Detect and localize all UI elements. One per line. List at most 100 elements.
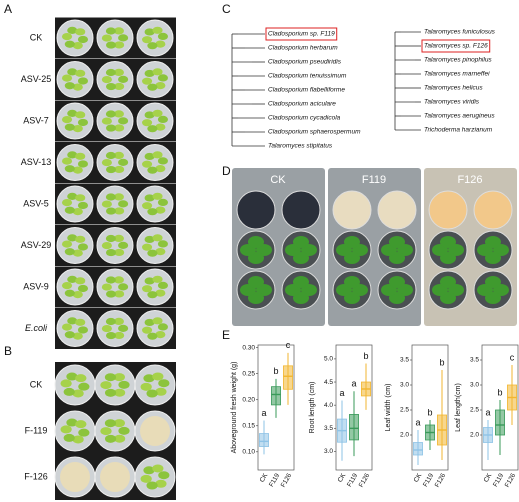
seedling xyxy=(144,111,155,119)
y-tick-label: 4.5 xyxy=(324,379,333,386)
seedling xyxy=(118,34,129,42)
well xyxy=(428,190,468,230)
dish xyxy=(56,19,94,57)
seedling xyxy=(67,275,78,283)
dish xyxy=(56,310,94,347)
taxon-label: Trichoderma harzianum xyxy=(424,127,493,134)
row-label: ASV-25 xyxy=(21,74,52,84)
seedling xyxy=(142,285,153,293)
seedling xyxy=(140,474,152,483)
dish xyxy=(96,310,134,347)
plot-frame xyxy=(481,344,519,471)
seedling xyxy=(113,276,124,284)
box xyxy=(349,414,359,441)
seedling xyxy=(147,125,158,133)
taxon-label: Cladosporium sp. F119 xyxy=(268,31,335,38)
seedling xyxy=(72,207,83,216)
plate-label: F119 xyxy=(362,174,386,186)
seedling xyxy=(105,317,116,326)
seedling xyxy=(101,75,112,84)
seedling xyxy=(155,206,166,214)
seedling xyxy=(140,382,152,391)
seedling xyxy=(113,373,125,382)
fungal-mat xyxy=(60,462,90,492)
taxon-label: Cladosporium herbarum xyxy=(268,45,338,52)
x-tick-label: CK xyxy=(259,472,270,484)
seedling xyxy=(144,69,155,78)
dish xyxy=(56,144,94,181)
seedling xyxy=(155,164,166,173)
seedling xyxy=(105,276,116,284)
seedling xyxy=(114,248,125,257)
dish xyxy=(136,268,174,306)
taxon-label: Talaromyces stipitatus xyxy=(268,143,333,150)
panel-label: E xyxy=(222,328,230,342)
seedling xyxy=(152,275,163,283)
seedling xyxy=(66,372,78,381)
seedling xyxy=(152,26,163,34)
seedling xyxy=(155,387,167,396)
leaf xyxy=(439,236,456,249)
seedling xyxy=(105,248,117,257)
seedling xyxy=(158,379,170,388)
taxon-label: Cladosporium tenuissimum xyxy=(268,73,347,80)
plate-label: F126 xyxy=(457,174,482,186)
x-tick-label: CK xyxy=(413,472,424,484)
x-tick-label: CK xyxy=(483,472,494,484)
y-tick-label: 0.20 xyxy=(242,396,255,403)
dish xyxy=(96,185,134,223)
seedling xyxy=(101,200,112,208)
significance-letter: b xyxy=(497,387,502,397)
seedling xyxy=(72,249,83,257)
seedling xyxy=(105,290,117,298)
seedling xyxy=(104,419,117,428)
dish xyxy=(136,19,174,57)
seedling xyxy=(144,318,155,327)
seedling xyxy=(61,198,73,207)
significance-letter: b xyxy=(439,357,444,367)
seedling xyxy=(67,317,78,325)
dish xyxy=(56,61,94,98)
box xyxy=(259,433,269,447)
seedling xyxy=(113,317,124,326)
seedling xyxy=(60,425,72,434)
seedling xyxy=(155,330,166,339)
box xyxy=(413,442,423,456)
leaf xyxy=(439,276,456,289)
taxon-label: Cladosporium sphaerospermum xyxy=(268,129,361,136)
y-tick-label: 2.5 xyxy=(400,407,409,414)
significance-letter: b xyxy=(363,351,368,361)
seedling xyxy=(155,81,166,90)
seedling xyxy=(157,115,168,123)
seedling xyxy=(114,331,125,340)
seedling xyxy=(72,83,83,91)
well xyxy=(473,190,513,230)
row-label: CK xyxy=(30,379,43,389)
taxon-label: Talaromyces funiculosus xyxy=(424,29,496,36)
seedling xyxy=(155,479,167,488)
seedling xyxy=(72,290,83,299)
seedling xyxy=(118,426,130,435)
plot-frame xyxy=(335,344,373,471)
seedling xyxy=(118,241,129,249)
x-tick-label: CK xyxy=(337,472,348,484)
y-axis-label: Leaf length(cm) xyxy=(455,383,462,432)
seedling xyxy=(143,374,155,383)
x-tick-label: F126 xyxy=(280,472,294,489)
seedling xyxy=(64,165,75,173)
seedling xyxy=(155,123,166,131)
well xyxy=(281,190,321,230)
y-tick-label: 0.10 xyxy=(242,448,255,455)
seedling xyxy=(152,372,164,381)
seedling xyxy=(105,331,117,340)
seedling xyxy=(77,326,89,334)
dish xyxy=(136,185,174,223)
seedling xyxy=(105,207,117,215)
seedling xyxy=(113,68,124,77)
seedling xyxy=(105,124,117,132)
seedling xyxy=(101,117,112,125)
plate-label: CK xyxy=(270,174,286,186)
plot-frame xyxy=(257,344,295,471)
row-label: ASV-29 xyxy=(21,240,52,250)
dish xyxy=(96,227,134,264)
